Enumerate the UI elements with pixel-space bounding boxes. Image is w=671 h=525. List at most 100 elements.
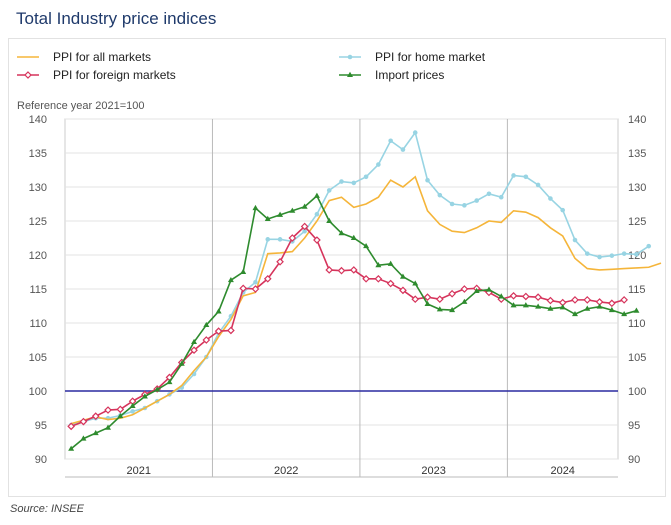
data-point [67, 422, 75, 431]
data-point [449, 306, 456, 313]
y-tick-label-right: 115 [628, 284, 646, 296]
data-point [277, 237, 283, 242]
series-ppi-for-foreign-markets [67, 222, 628, 431]
data-point [621, 310, 628, 317]
data-point [559, 304, 566, 310]
data-point [79, 417, 88, 426]
x-tick-label: 2021 [126, 465, 150, 477]
y-tick-label-left: 95 [35, 420, 47, 432]
data-point [424, 300, 431, 306]
legend-marker [347, 54, 353, 60]
data-point [68, 445, 75, 451]
data-point [460, 285, 469, 293]
data-point [425, 177, 430, 183]
data-point [166, 378, 173, 385]
data-point [621, 251, 627, 256]
data-point [474, 198, 479, 203]
data-point [313, 236, 321, 244]
data-point [437, 192, 443, 198]
data-point [288, 234, 297, 242]
data-point [411, 295, 420, 304]
x-tick-label: 2024 [550, 465, 574, 477]
source-note: Source: INSEE [10, 503, 84, 515]
y-tick-label-left: 125 [29, 216, 47, 228]
data-point [510, 302, 517, 308]
data-point [511, 173, 516, 178]
data-point [400, 147, 406, 152]
y-tick-label-left: 135 [29, 148, 47, 160]
data-point [215, 308, 222, 314]
data-point [141, 393, 148, 399]
data-point [227, 276, 234, 283]
data-point [214, 327, 223, 336]
data-point [264, 215, 271, 221]
data-point [349, 266, 358, 274]
data-point [154, 386, 161, 392]
data-point [560, 207, 565, 213]
data-point [300, 222, 309, 231]
y-tick-label-left: 90 [35, 454, 47, 466]
y-tick-label-right: 135 [628, 148, 646, 160]
data-point [634, 252, 639, 257]
data-point [597, 254, 602, 260]
data-point [104, 406, 112, 414]
data-point [387, 260, 394, 266]
y-tick-label-right: 105 [628, 352, 646, 364]
data-point [596, 303, 603, 309]
data-point [191, 338, 198, 345]
legend: PPI for all markets PPI for home market PP… [17, 50, 486, 82]
data-point [301, 203, 308, 209]
data-point [486, 191, 492, 197]
data-point [338, 230, 345, 236]
data-point [546, 296, 555, 305]
data-point [509, 291, 518, 300]
data-point [117, 412, 124, 419]
data-point [448, 289, 456, 298]
data-point [423, 293, 432, 302]
data-point [326, 217, 333, 223]
data-point [534, 293, 542, 302]
data-point [178, 360, 185, 366]
data-point [535, 303, 542, 309]
data-point [462, 203, 467, 208]
data-point [412, 130, 418, 135]
data-point [548, 196, 553, 201]
y-tick-label-right: 125 [628, 216, 646, 228]
data-point [289, 207, 296, 213]
data-point [203, 321, 210, 328]
data-point [313, 192, 320, 198]
data-point [399, 273, 406, 279]
data-point [240, 268, 247, 274]
data-point [105, 424, 112, 430]
legend-item: PPI for home market [339, 50, 486, 64]
legend-item: PPI for all markets [17, 50, 151, 64]
y-tick-label-right: 95 [628, 420, 640, 432]
data-point [386, 279, 395, 288]
legend-label: Import prices [375, 68, 444, 82]
legend-marker [347, 71, 353, 77]
data-point [583, 296, 592, 304]
data-point [547, 305, 554, 311]
y-tick-label-right: 90 [628, 454, 640, 466]
y-tick-label-left: 110 [29, 318, 47, 330]
data-point [339, 179, 344, 184]
data-point [276, 257, 284, 266]
legend-label: PPI for all markets [53, 50, 151, 64]
data-point [521, 292, 530, 301]
data-point [227, 326, 235, 335]
y-tick-label-right: 100 [628, 386, 646, 398]
data-point [116, 405, 125, 414]
data-point [202, 336, 211, 344]
data-point [351, 180, 357, 186]
data-point [609, 253, 615, 258]
data-point [584, 305, 591, 311]
series-ppi-for-all-markets [70, 175, 662, 425]
data-point [265, 237, 271, 242]
data-point [571, 296, 579, 304]
data-point [485, 286, 492, 292]
data-point [91, 412, 100, 421]
legend-item: PPI for foreign markets [17, 68, 176, 82]
chart-title: Total Industry price indices [16, 9, 217, 28]
data-point [388, 138, 393, 144]
data-point [572, 237, 578, 243]
